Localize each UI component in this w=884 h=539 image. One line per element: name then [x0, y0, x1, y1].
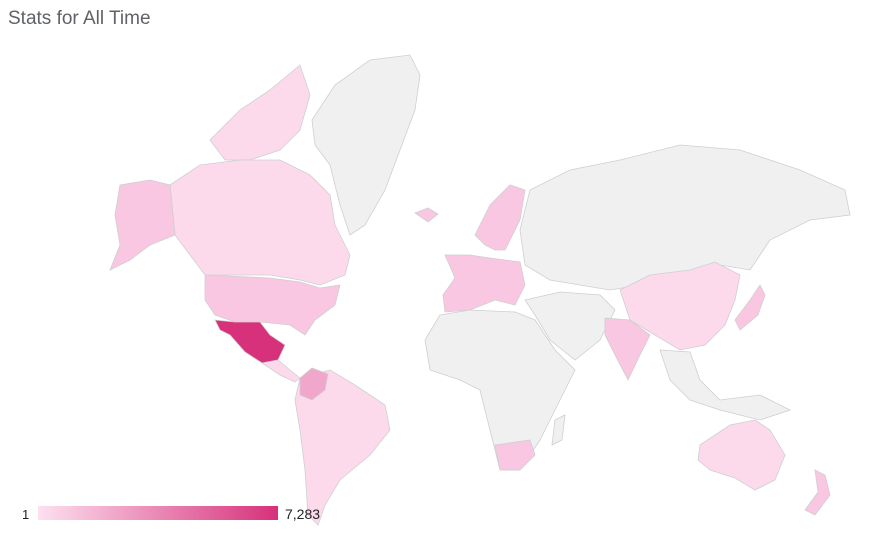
region-united-states[interactable]: [204, 274, 341, 336]
legend-min-label: 1: [22, 507, 30, 522]
region-canada[interactable]: [169, 159, 351, 286]
region-new-zealand[interactable]: [804, 469, 831, 516]
region-iceland[interactable]: [414, 207, 439, 223]
region-middle-east[interactable]: [524, 291, 616, 361]
region-southeast-asia[interactable]: [659, 349, 792, 421]
region-south-africa[interactable]: [494, 439, 536, 471]
region-greenland[interactable]: [311, 54, 421, 236]
color-legend: 1 7,283: [0, 500, 360, 530]
region-central-america[interactable]: [260, 359, 301, 383]
region-mexico[interactable]: [214, 319, 286, 364]
legend-gradient-bar: [38, 506, 278, 520]
region-scandinavia[interactable]: [474, 184, 526, 251]
region-canada-arctic[interactable]: [209, 64, 311, 161]
region-china[interactable]: [619, 261, 741, 351]
page-title: Stats for All Time: [8, 8, 151, 29]
region-india[interactable]: [604, 317, 651, 381]
region-russia-asia[interactable]: [519, 144, 851, 291]
region-western-europe[interactable]: [442, 254, 526, 313]
region-south-america[interactable]: [294, 369, 391, 526]
region-japan[interactable]: [734, 284, 766, 331]
legend-max-label: 7,283: [285, 506, 321, 522]
region-colombia[interactable]: [299, 367, 329, 401]
region-australia[interactable]: [697, 419, 786, 491]
region-madagascar[interactable]: [551, 414, 566, 446]
region-alaska[interactable]: [109, 179, 176, 271]
